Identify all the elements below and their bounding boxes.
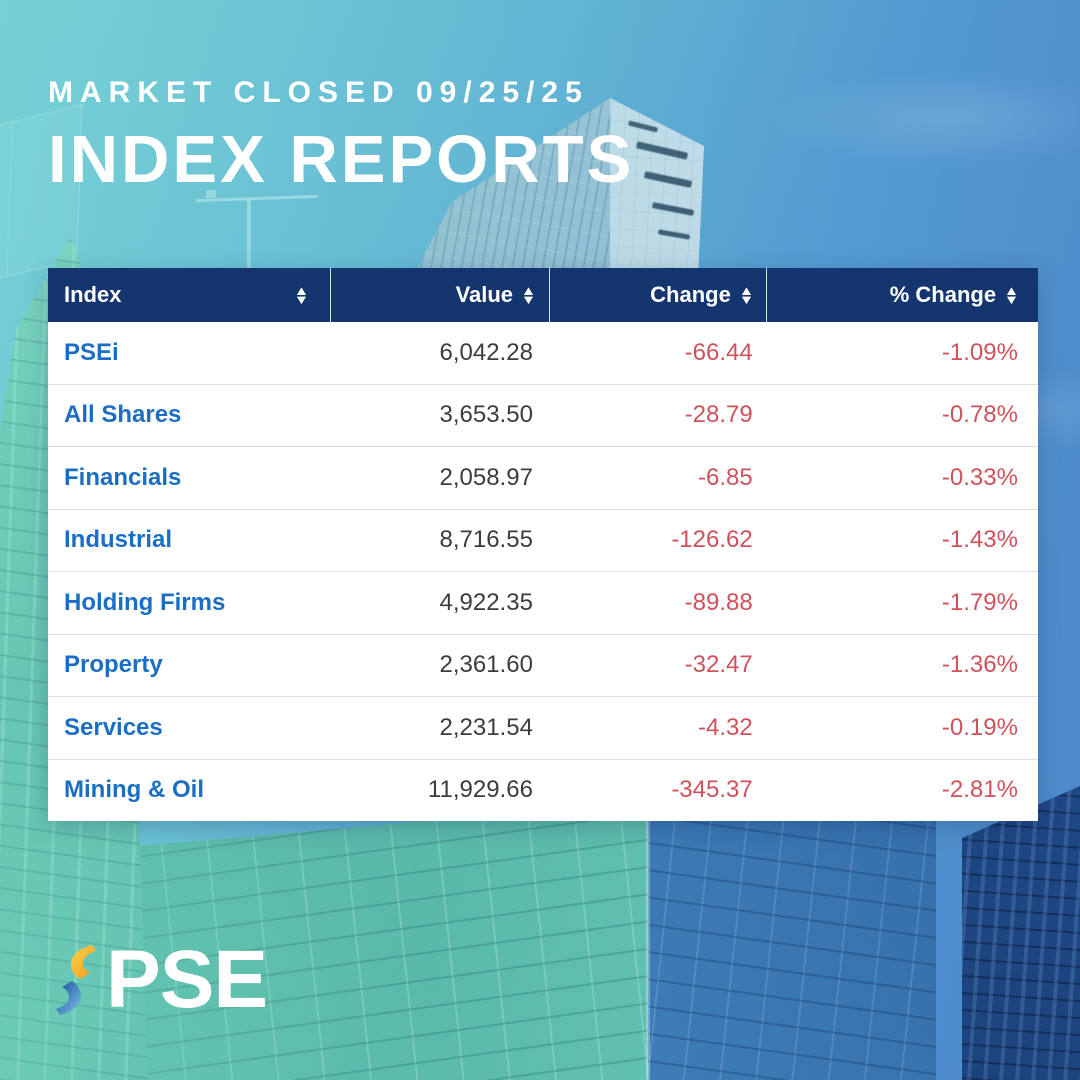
change-cell: -345.37 <box>671 776 753 804</box>
column-header-pct-change[interactable]: % Change ▲ ▼ <box>765 268 1038 322</box>
pct-change-cell: -1.79% <box>941 588 1018 616</box>
value-cell: 2,058.97 <box>439 463 533 491</box>
change-cell: -32.47 <box>684 651 753 679</box>
change-cell: -4.32 <box>698 713 753 741</box>
value-cell: 4,922.35 <box>439 588 533 616</box>
building-corner-highlight <box>646 800 650 1080</box>
pct-change-cell: -1.43% <box>941 526 1018 554</box>
value-cell: 3,653.50 <box>439 401 533 429</box>
column-header-index[interactable]: Index ▲ ▼ <box>48 268 330 322</box>
pct-change-cell: -2.81% <box>941 776 1018 804</box>
index-name-cell: PSEi <box>64 338 119 366</box>
column-header-index-label: Index <box>64 282 122 307</box>
index-name-cell: All Shares <box>64 401 182 429</box>
value-cell: 2,231.54 <box>439 713 533 741</box>
crane-mast <box>247 199 251 271</box>
value-cell: 11,929.66 <box>427 776 533 804</box>
table-row: Mining & Oil 11,929.66 -345.37 -2.81% <box>48 759 1038 821</box>
market-status-kicker: MARKET CLOSED 09/25/25 <box>48 76 589 109</box>
table-row: Property 2,361.60 -32.47 -1.36% <box>48 634 1038 697</box>
headline-block: MARKET CLOSED 09/25/25 INDEX REPORTS <box>48 76 635 197</box>
value-cell: 8,716.55 <box>439 526 533 554</box>
change-cell: -66.44 <box>684 338 753 366</box>
table-row: Financials 2,058.97 -6.85 -0.33% <box>48 447 1038 510</box>
column-header-pct-change-label: % Change <box>889 282 997 307</box>
sort-icon: ▲ ▼ <box>1003 283 1020 307</box>
change-cell: -6.85 <box>698 463 753 491</box>
column-header-value-label: Value <box>455 282 514 307</box>
pct-change-cell: -0.78% <box>941 401 1018 429</box>
column-header-change-label: Change <box>650 282 731 307</box>
value-cell: 6,042.28 <box>439 338 533 366</box>
index-name-cell: Industrial <box>64 526 173 554</box>
sort-icon: ▲ ▼ <box>738 283 755 307</box>
pct-change-cell: -0.33% <box>941 463 1018 491</box>
pse-logo-text: PSE <box>106 934 268 1025</box>
table-row: Services 2,231.54 -4.32 -0.19% <box>48 697 1038 760</box>
sort-icon: ▲ ▼ <box>520 283 537 307</box>
index-name-cell: Services <box>64 713 163 741</box>
index-name-cell: Mining & Oil <box>64 776 204 804</box>
value-cell: 2,361.60 <box>439 651 533 679</box>
index-table: Index ▲ ▼ Value ▲ ▼ Change ▲ ▼ % Change ▲ ▼ … <box>48 268 1038 821</box>
change-cell: -89.88 <box>684 588 753 616</box>
table-body: PSEi 6,042.28 -66.44 -1.09% All Shares 3… <box>48 322 1038 821</box>
change-cell: -126.62 <box>671 526 753 554</box>
column-header-change[interactable]: Change ▲ ▼ <box>548 268 766 322</box>
table-row: All Shares 3,653.50 -28.79 -0.78% <box>48 384 1038 447</box>
change-cell: -28.79 <box>684 401 753 429</box>
table-row: Industrial 8,716.55 -126.62 -1.43% <box>48 509 1038 572</box>
table-header-row: Index ▲ ▼ Value ▲ ▼ Change ▲ ▼ % Change ▲ ▼ <box>48 268 1038 322</box>
table-row: Holding Firms 4,922.35 -89.88 -1.79% <box>48 572 1038 635</box>
page-title: INDEX REPORTS <box>48 122 635 197</box>
column-header-value[interactable]: Value ▲ ▼ <box>330 268 549 322</box>
crane-counterweight <box>206 190 216 198</box>
pse-logo-mark-icon <box>56 945 96 1015</box>
pct-change-cell: -1.36% <box>941 651 1018 679</box>
index-name-cell: Holding Firms <box>64 588 226 616</box>
index-name-cell: Property <box>64 651 163 679</box>
sort-icon: ▲ ▼ <box>293 283 310 307</box>
table-row: PSEi 6,042.28 -66.44 -1.09% <box>48 322 1038 385</box>
index-name-cell: Financials <box>64 463 182 491</box>
pct-change-cell: -1.09% <box>941 338 1018 366</box>
pse-logo: PSE <box>54 934 268 1025</box>
pct-change-cell: -0.19% <box>941 713 1018 741</box>
